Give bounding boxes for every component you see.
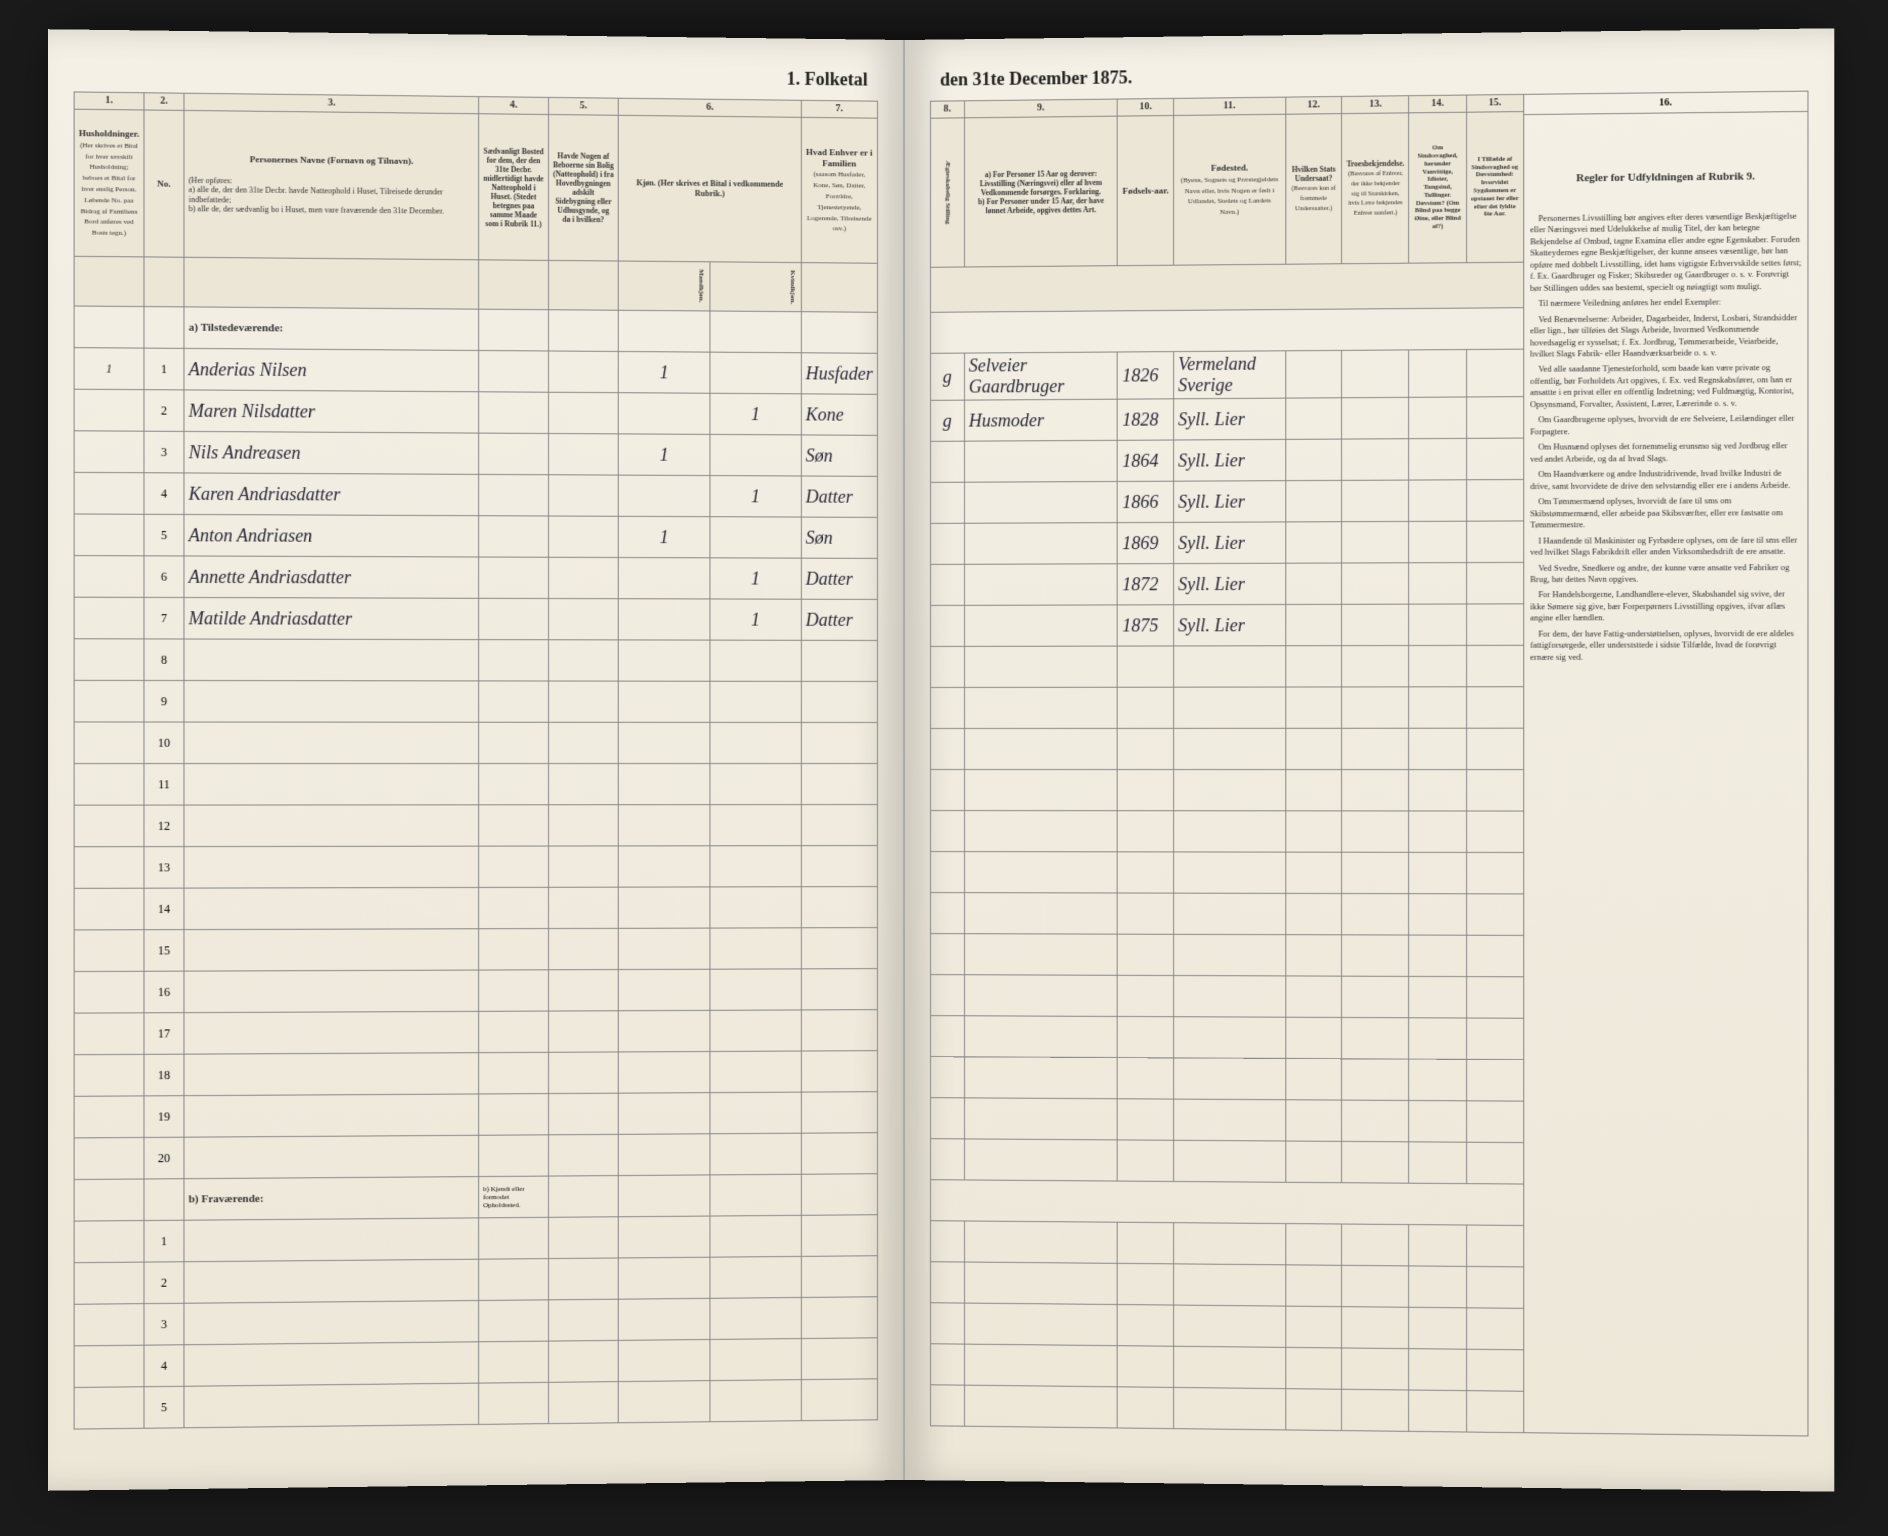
header-10: Fødsels-aar. <box>1117 115 1173 265</box>
right-page: den 31te December 1875. 8. 9. 10. 11. 12… <box>905 28 1834 1491</box>
table-row <box>930 1016 1523 1060</box>
instructions-panel: 16. Regler for Udfyldningen af Rubrik 9.… <box>1524 91 1809 1437</box>
header-4: Sædvanligt Bosted for dem, der den 31te … <box>479 114 549 261</box>
header-row-left: Husholdninger.(Her skrives et Bital for … <box>74 109 877 263</box>
table-row: g Husmoder 1828 Syll. Lier <box>930 397 1523 442</box>
table-row <box>930 1139 1523 1184</box>
table-row: 9 <box>74 680 877 722</box>
table-row: 3 Nils Andreasen 1 Søn <box>74 431 877 477</box>
census-table-right: 8. 9. 10. 11. 12. 13. 14. 15. Ægteskabel… <box>930 94 1524 1433</box>
table-row <box>930 1303 1523 1350</box>
table-row <box>930 1262 1523 1309</box>
header-6: Kjøn. (Her skrives et Bital i vedkommend… <box>618 115 801 262</box>
table-row: 12 <box>74 805 877 847</box>
table-row: 4 Karen Andriasdatter 1 Datter <box>74 472 877 517</box>
table-row <box>930 770 1523 812</box>
table-row: 1869 Syll. Lier <box>930 521 1523 564</box>
table-row <box>930 934 1523 977</box>
section-b-row: b) Fraværende: b) Kjendt eller formodet … <box>74 1174 877 1221</box>
sub-header-spacer <box>930 262 1523 312</box>
page-title-left: 1. Folketal <box>74 60 878 91</box>
table-row: 18 <box>74 1051 877 1097</box>
header-14: Om Sindssvaghed, herunder Vanvittige, Id… <box>1409 112 1466 263</box>
table-row: g Selveier Gaardbruger 1826 Vermeland Sv… <box>930 349 1523 400</box>
table-row <box>930 1385 1523 1433</box>
header-13: Troesbekjendelse.(Besvares af Enhver, de… <box>1342 113 1409 264</box>
header-15: I Tilfælde af Sindssvaghed og Døvstumhed… <box>1466 112 1523 263</box>
sub-header-row: Mandkjøn. Kvindkjøn. <box>74 256 877 312</box>
table-row: 19 <box>74 1092 877 1138</box>
table-row: 1 <box>74 1215 877 1263</box>
page-title-right: den 31te December 1875. <box>930 59 1809 91</box>
header-1: Husholdninger.(Her skrives et Bital for … <box>74 109 144 257</box>
table-row <box>930 1344 1523 1391</box>
table-row: 11 <box>74 764 877 806</box>
table-row: 2 Maren Nilsdatter 1 Kone <box>74 389 877 435</box>
table-row: 1875 Syll. Lier <box>930 604 1523 647</box>
table-row: 1866 Syll. Lier <box>930 480 1523 524</box>
table-row: 5 Anton Andriasen 1 Søn <box>74 514 877 558</box>
table-row: 13 <box>74 846 877 889</box>
header-7: Hvad Enhver er i Familien(saasom Husfade… <box>801 117 877 263</box>
left-page: 1. Folketal 1. 2. 3. 4. 5. 6. 7. Hushold… <box>48 29 905 1491</box>
table-row: 10 <box>74 722 877 764</box>
table-row: 5 <box>74 1379 877 1429</box>
table-row <box>930 728 1523 769</box>
table-row <box>930 1057 1523 1102</box>
table-row: 6 Annette Andriasdatter 1 Datter <box>74 556 877 600</box>
header-11: Fødested.(Byens, Sognets og Præstegjelde… <box>1173 114 1285 265</box>
table-row: 7 Matilde Andriasdatter 1 Datter <box>74 597 877 640</box>
table-row <box>930 1098 1523 1143</box>
table-row <box>930 645 1523 687</box>
table-row: 15 <box>74 928 877 972</box>
table-row <box>930 852 1523 894</box>
census-table-left: 1. 2. 3. 4. 5. 6. 7. Husholdninger.(Her … <box>74 91 878 1429</box>
table-row: 1 1 Anderias Nilsen 1 Husfader <box>74 348 877 395</box>
table-row: 17 <box>74 1010 877 1055</box>
header-row-right: Ægteskabelig Stilling a) For Personer 15… <box>930 112 1523 268</box>
section-a-row: a) Tilstedeværende: <box>74 306 877 353</box>
table-row <box>930 1221 1523 1267</box>
header-12: Hvilken Stats Undersaat?(Besvares kun af… <box>1285 114 1342 265</box>
table-row: 1864 Syll. Lier <box>930 438 1523 482</box>
census-book: 1. Folketal 1. 2. 3. 4. 5. 6. 7. Hushold… <box>60 40 1820 1480</box>
header-8: Ægteskabelig Stilling <box>930 118 964 267</box>
instructions-text: Regler for Udfyldningen af Rubrik 9. Per… <box>1524 112 1808 673</box>
table-row <box>930 811 1523 853</box>
table-row: 1872 Syll. Lier <box>930 562 1523 605</box>
header-9: a) For Personer 15 Aar og derover: Livss… <box>964 116 1117 267</box>
table-row: 20 <box>74 1133 877 1180</box>
table-row: 14 <box>74 887 877 930</box>
table-row <box>930 893 1523 936</box>
table-row: 8 <box>74 639 877 682</box>
table-row: 16 <box>74 969 877 1014</box>
table-row <box>930 975 1523 1019</box>
header-2: No. <box>144 110 184 257</box>
header-3: Personernes Navne (Fornavn og Tilnavn).(… <box>184 110 479 259</box>
header-5: Havde Nogen af Beboerne sin Bolig (Natte… <box>548 115 618 262</box>
table-row <box>930 687 1523 729</box>
